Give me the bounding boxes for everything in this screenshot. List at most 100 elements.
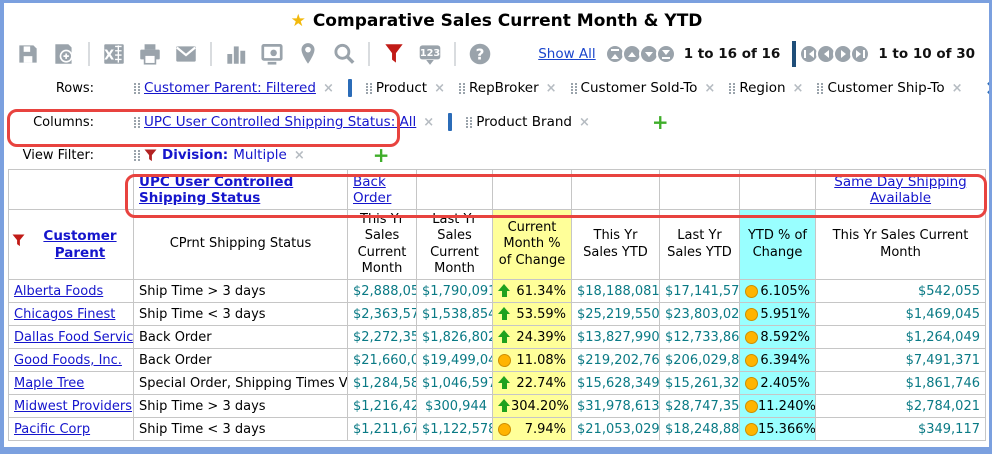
cm-pct-change-header[interactable]: Current Month % of Change (492, 209, 572, 280)
this-yr-ytd-header[interactable]: This Yr Sales YTD (571, 209, 660, 280)
dimension-chip-product[interactable]: Product × (365, 80, 446, 96)
customer-link[interactable]: Pacific Corp (14, 421, 91, 437)
last-page-button[interactable] (850, 44, 871, 64)
save-plus-icon[interactable] (51, 41, 77, 67)
remove-icon[interactable]: × (293, 147, 305, 163)
last-yr-cm-header[interactable]: Last Yr Sales Current Month (416, 209, 493, 280)
col-pager-text: 1 to 10 of 30 (878, 46, 975, 62)
dimension-link[interactable]: UPC User Controlled Shipping Status: All (144, 114, 417, 130)
group-value-link-back-order[interactable]: Back Order (353, 173, 392, 206)
column-header-row: Customer Parent CPrnt Shipping Status Th… (8, 209, 986, 280)
ytd-pct-change-header[interactable]: YTD % of Change (739, 209, 816, 280)
customer-link[interactable]: Chicagos Finest (14, 306, 116, 322)
customer-link[interactable]: Dallas Food Service (14, 329, 134, 345)
trend-icon (498, 307, 511, 321)
bar-chart-icon[interactable] (223, 41, 249, 67)
more-dimensions-chevron-icon[interactable] (982, 80, 989, 96)
customer-link[interactable]: Alberta Foods (14, 283, 104, 299)
dimension-chip-customer-ship-to[interactable]: Customer Ship-To × (817, 80, 963, 96)
table-row: Maple Tree Special Order, Shipping Times… (8, 371, 986, 395)
drag-handle-icon[interactable] (466, 116, 469, 119)
add-column-dimension-button[interactable]: + (651, 110, 669, 134)
trend-icon (498, 422, 511, 436)
trend-icon (498, 353, 511, 367)
remove-icon[interactable]: × (423, 114, 435, 130)
remove-icon[interactable]: × (578, 114, 590, 130)
help-icon[interactable]: ? (467, 41, 493, 67)
toolbar: X 123 ? Show All 1 to 16 of 16 (4, 35, 989, 73)
this-yr-cm-header[interactable]: This Yr Sales Current Month (347, 209, 417, 280)
rows-label: Rows: (55, 80, 94, 96)
show-all-link[interactable]: Show All (538, 46, 596, 62)
dimension-chip-customer-sold-to[interactable]: Customer Sold-To × (570, 80, 716, 96)
drag-handle-icon[interactable] (134, 116, 136, 119)
shipping-status-cell: Special Order, Shipping Times Vary (133, 371, 348, 395)
page-title: Comparative Sales Current Month & YTD (312, 11, 703, 31)
remove-icon[interactable]: × (792, 80, 804, 96)
dimension-chip-repbroker[interactable]: RepBroker × (459, 80, 557, 96)
trend-icon (498, 284, 511, 298)
map-pin-icon[interactable] (295, 41, 321, 67)
remove-icon[interactable]: × (545, 80, 557, 96)
scroll-bottom-button[interactable] (655, 44, 676, 64)
remove-icon[interactable]: × (951, 80, 963, 96)
same-day-this-yr-cm-header[interactable]: This Yr Sales Current Month (815, 209, 986, 280)
svg-text:123: 123 (420, 48, 441, 59)
drag-handle-icon[interactable] (134, 149, 136, 152)
filter-icon[interactable] (381, 41, 407, 67)
dimension-chip-customer-parent[interactable]: Customer Parent: Filtered × (134, 80, 334, 96)
pager-area: Show All 1 to 16 of 16 1 to 10 of 30 (538, 41, 981, 67)
columns-config: Columns: UPC User Controlled Shipping St… (4, 103, 989, 141)
trend-icon (745, 307, 758, 321)
trend-icon (498, 330, 511, 344)
remove-icon[interactable]: × (434, 80, 446, 96)
customer-link[interactable]: Midwest Providers (14, 398, 133, 414)
svg-text:?: ? (476, 45, 485, 63)
drag-handle-icon[interactable] (729, 82, 732, 85)
trend-icon (745, 353, 758, 367)
scroll-down-button[interactable] (638, 44, 659, 64)
column-dimension-link[interactable]: UPC User Controlled Shipping Status (139, 173, 294, 206)
view-filter-chip-division[interactable]: Division: Multiple × (134, 147, 305, 163)
dimension-chip-upc-shipping-status[interactable]: UPC User Controlled Shipping Status: All… (134, 114, 434, 130)
filter-icon (12, 234, 25, 247)
drag-handle-icon[interactable] (817, 82, 820, 85)
trend-icon (745, 284, 758, 298)
customer-link[interactable]: Maple Tree (14, 375, 85, 391)
row-pager-text: 1 to 16 of 16 (683, 46, 781, 62)
shipping-status-cell: Ship Time < 3 days (133, 417, 348, 441)
shipping-status-cell: Ship Time < 3 days (133, 302, 348, 326)
drag-handle-icon[interactable] (134, 82, 136, 85)
first-page-button[interactable] (799, 44, 820, 64)
remove-icon[interactable]: × (322, 80, 334, 96)
shipping-status-cell: Back Order (133, 348, 348, 372)
shipping-status-header: CPrnt Shipping Status (133, 209, 348, 280)
remove-icon[interactable]: × (704, 80, 716, 96)
svg-text:X: X (104, 48, 114, 63)
design-icon[interactable] (259, 41, 285, 67)
excel-export-icon[interactable]: X (101, 41, 127, 67)
drag-handle-icon[interactable] (570, 82, 573, 85)
save-icon[interactable] (15, 41, 41, 67)
search-icon[interactable] (331, 41, 357, 67)
print-icon[interactable] (137, 41, 163, 67)
customer-parent-header-link[interactable]: Customer Parent (43, 227, 117, 261)
drag-handle-icon[interactable] (365, 82, 368, 85)
email-icon[interactable] (173, 41, 199, 67)
customer-link[interactable]: Good Foods, Inc. (14, 352, 122, 368)
table-row: Midwest Providers Ship Time > 3 days $1,… (8, 394, 986, 418)
last-yr-ytd-header[interactable]: Last Yr Sales YTD (659, 209, 740, 280)
drag-handle-icon[interactable] (459, 82, 462, 85)
trend-icon (498, 399, 511, 413)
scroll-top-button[interactable] (604, 44, 625, 64)
number-format-icon[interactable]: 123 (417, 41, 443, 67)
group-value-link-same-day[interactable]: Same Day Shipping Available (834, 173, 967, 206)
favorite-star-icon: ★ (290, 10, 306, 31)
trend-icon (745, 399, 758, 413)
dimension-chip-product-brand[interactable]: Product Brand × (466, 114, 590, 130)
dimension-chip-region[interactable]: Region × (729, 80, 803, 96)
add-view-filter-button[interactable]: + (372, 143, 390, 167)
dimension-link[interactable]: Customer Parent: Filtered (144, 80, 316, 96)
title-bar: ★ Comparative Sales Current Month & YTD (4, 3, 989, 35)
trend-icon (745, 376, 758, 390)
